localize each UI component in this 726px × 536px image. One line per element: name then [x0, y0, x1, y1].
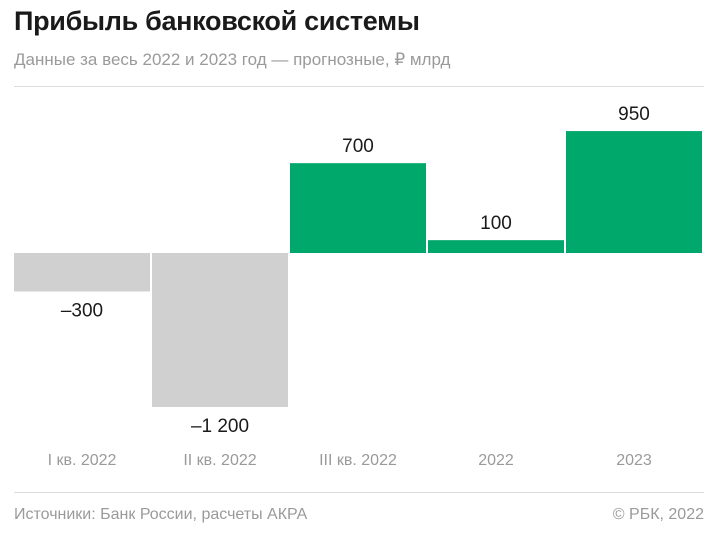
bar	[566, 131, 702, 253]
chart-subtitle: Данные за весь 2022 и 2023 год — прогноз…	[14, 50, 451, 69]
category-label: I кв. 2022	[48, 452, 117, 469]
top-divider	[14, 86, 704, 87]
value-label: –300	[61, 301, 103, 322]
category-label: II кв. 2022	[183, 452, 256, 469]
category-label: 2022	[478, 452, 514, 469]
source-note: Источники: Банк России, расчеты АКРА	[14, 506, 308, 523]
copyright: © РБК, 2022	[612, 506, 704, 523]
value-label: –1 200	[191, 416, 249, 437]
bars-layer	[14, 131, 702, 407]
bottom-divider	[14, 492, 704, 493]
value-label: 700	[342, 136, 374, 157]
value-label: 950	[618, 104, 650, 125]
bar	[152, 253, 288, 407]
value-label: 100	[480, 213, 512, 234]
category-labels-layer: I кв. 2022 II кв. 2022 III кв. 2022 2022 202…	[48, 452, 652, 469]
chart-title: Прибыль банковской системы	[14, 6, 420, 36]
bar	[14, 253, 150, 292]
category-label: 2023	[616, 452, 652, 469]
category-label: III кв. 2022	[319, 452, 397, 469]
bar	[428, 240, 564, 253]
bar	[290, 163, 426, 253]
value-labels-layer: –300 –1 200 700 100 950	[61, 104, 650, 437]
